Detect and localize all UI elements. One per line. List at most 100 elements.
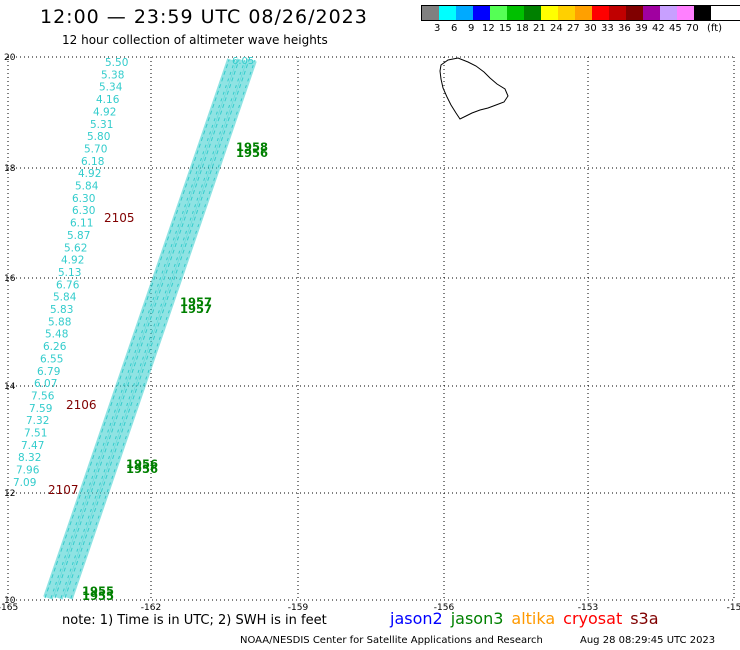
y-axis-label: 16 xyxy=(4,274,16,284)
legend-label: 9 xyxy=(468,23,475,34)
legend-swatch-3 xyxy=(473,6,490,20)
legend-swatch-2 xyxy=(456,6,473,20)
legend-label: 42 xyxy=(652,23,665,34)
credit-text: NOAA/NESDIS Center for Satellite Applica… xyxy=(240,635,543,646)
legend-swatch-7 xyxy=(541,6,558,20)
satellite-name: jason2 xyxy=(390,609,443,628)
satellite-name: s3a xyxy=(630,609,659,628)
swh-value-label: 5.48 xyxy=(45,329,68,341)
track-top-value: 6.05 xyxy=(232,56,254,67)
legend-swatch-4 xyxy=(490,6,507,20)
y-axis-label: 10 xyxy=(4,596,16,606)
swh-value-label: 5.50 xyxy=(105,57,128,69)
axis-labels: -165 -162 -159 -156 -153 -15 20 18 16 14 12 10 xyxy=(0,53,740,613)
pass-time-label: 1957 xyxy=(180,295,212,309)
swh-value-label: 4.92 xyxy=(61,255,84,267)
swh-value-label: 5.80 xyxy=(87,131,110,143)
legend-label: (ft) xyxy=(707,23,723,34)
x-axis-label: -162 xyxy=(141,603,161,613)
satellite-legend: jason2 jason3 altika cryosat s3a xyxy=(390,609,667,628)
satellite-name: altika xyxy=(511,609,556,628)
color-legend: 3 6 9 12 15 18 21 24 27 30 33 36 39 42 45 70 (ft) xyxy=(421,5,740,35)
y-axis-label: 14 xyxy=(4,382,16,392)
swh-value-label: 5.38 xyxy=(101,69,124,81)
legend-label: 6 xyxy=(451,23,458,34)
legend-swatches xyxy=(421,5,740,21)
pass-time-label: 1958 xyxy=(236,140,268,154)
swh-value-label: 4.16 xyxy=(96,94,120,106)
footnote: note: 1) Time is in UTC; 2) SWH is in fe… xyxy=(62,613,327,628)
swh-value-label: 6.26 xyxy=(43,341,67,353)
legend-label: 21 xyxy=(533,23,546,34)
legend-label: 30 xyxy=(584,23,597,34)
swh-value-label: 6.55 xyxy=(40,353,63,365)
swh-value-label: 4.92 xyxy=(78,168,101,180)
generation-timestamp: Aug 28 08:29:45 UTC 2023 xyxy=(580,635,716,646)
legend-labels: 3 6 9 12 15 18 21 24 27 30 33 36 39 42 45 70 (ft) xyxy=(421,21,740,35)
legend-label: 24 xyxy=(550,23,563,34)
legend-label: 33 xyxy=(601,23,614,34)
swh-value-label: 7.47 xyxy=(21,440,44,452)
swh-value-label: 5.34 xyxy=(99,82,123,94)
legend-swatch-10 xyxy=(592,6,609,20)
pass-time-label: 1956 xyxy=(236,146,268,160)
pass-time-label: 1955 xyxy=(82,584,114,598)
swh-value-label: 7.32 xyxy=(26,415,49,427)
swh-value-label: 5.83 xyxy=(50,304,73,316)
map-labels: 5.505.385.344.164.925.315.805.706.184.92… xyxy=(13,56,268,603)
legend-swatch-1 xyxy=(439,6,456,20)
legend-swatch-6 xyxy=(524,6,541,20)
hawaii-coastline xyxy=(439,57,509,120)
pass-time-label: 2106 xyxy=(66,398,97,412)
swh-value-label: 6.30 xyxy=(72,193,95,205)
legend-label: 45 xyxy=(669,23,682,34)
track-line xyxy=(64,59,250,599)
swh-value-label: 5.88 xyxy=(48,316,71,328)
track-band xyxy=(53,58,247,600)
swh-value-label: 6.07 xyxy=(34,378,57,390)
y-axis-label: 12 xyxy=(4,489,15,499)
swh-value-label: 5.87 xyxy=(67,230,90,242)
swh-value-label: 5.31 xyxy=(90,119,113,131)
swh-value-label: 7.51 xyxy=(24,428,47,440)
legend-label: 27 xyxy=(567,23,580,34)
pass-time-label: 1957 xyxy=(180,302,212,316)
legend-label: 39 xyxy=(635,23,648,34)
swh-value-label: 4.92 xyxy=(93,106,116,118)
swh-value-label: 7.96 xyxy=(16,465,40,477)
pass-time-label: 2107 xyxy=(48,483,79,497)
swh-value-label: 5.62 xyxy=(64,242,87,254)
legend-swatch-15 xyxy=(677,6,694,20)
page-subtitle: 12 hour collection of altimeter wave hei… xyxy=(62,33,328,47)
swh-value-label: 5.84 xyxy=(53,292,77,304)
legend-swatch-11 xyxy=(609,6,626,20)
swh-value-label: 6.30 xyxy=(72,205,95,217)
track-line xyxy=(54,59,240,599)
swh-value-label: 6.79 xyxy=(37,366,60,378)
x-axis-label: -159 xyxy=(288,603,309,613)
swh-value-label: 5.13 xyxy=(58,267,81,279)
legend-label: 12 xyxy=(482,23,495,34)
page-title: 12:00 — 23:59 UTC 08/26/2023 xyxy=(40,6,368,28)
track-line xyxy=(44,59,230,599)
swh-value-label: 6.18 xyxy=(81,156,104,168)
pass-time-label: 1956 xyxy=(126,462,158,476)
satellite-name: cryosat xyxy=(563,609,623,628)
x-axis-label: -156 xyxy=(434,603,455,613)
track-band xyxy=(63,58,257,600)
legend-label: 3 xyxy=(434,23,441,34)
pass-time-label: 1955 xyxy=(82,589,114,603)
x-axis-label: -165 xyxy=(0,603,18,613)
swh-value-label: 7.56 xyxy=(31,390,55,402)
legend-swatch-5 xyxy=(507,6,524,20)
map-grid xyxy=(7,56,735,601)
swh-value-label: 7.59 xyxy=(29,403,52,415)
legend-swatch-13 xyxy=(643,6,660,20)
swh-value-label: 5.84 xyxy=(75,181,99,193)
big-island-outline xyxy=(439,57,509,120)
pass-time-label: 2105 xyxy=(104,211,135,225)
legend-label: 70 xyxy=(686,23,699,34)
pass-time-label: 1956 xyxy=(126,457,158,471)
legend-label: 36 xyxy=(618,23,631,34)
x-axis-label: -15 xyxy=(727,603,740,613)
